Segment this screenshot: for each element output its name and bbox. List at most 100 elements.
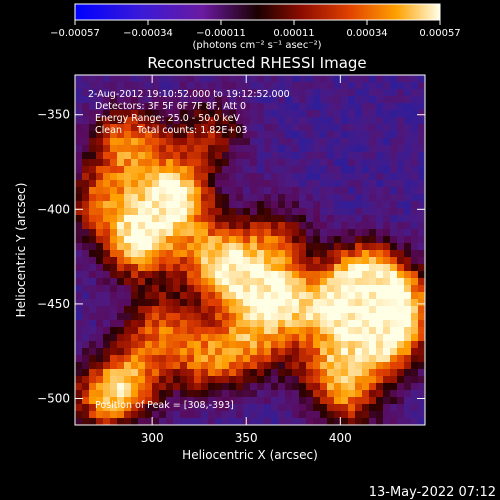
heatmap-cell [124, 383, 132, 391]
heatmap-cell [117, 159, 125, 167]
heatmap-cell [236, 110, 244, 118]
heatmap-cell [313, 215, 321, 223]
heatmap-cell [285, 152, 293, 160]
heatmap-cell [180, 390, 188, 398]
heatmap-cell [229, 208, 237, 216]
heatmap-cell [166, 229, 174, 237]
heatmap-cell [159, 285, 167, 293]
heatmap-cell [117, 208, 125, 216]
heatmap-cell [313, 264, 321, 272]
heatmap-cell [201, 369, 209, 377]
heatmap-cell [327, 124, 335, 132]
heatmap-cell [103, 152, 111, 160]
heatmap-cell [131, 131, 139, 139]
heatmap-cell [82, 173, 90, 181]
heatmap-cell [257, 180, 265, 188]
heatmap-cell [257, 299, 265, 307]
heatmap-cell [166, 257, 174, 265]
heatmap-cell [152, 145, 160, 153]
heatmap-cell [362, 264, 370, 272]
heatmap-cell [208, 138, 216, 146]
heatmap-cell [299, 348, 307, 356]
heatmap-cell [117, 215, 125, 223]
heatmap-cell [75, 257, 83, 265]
heatmap-cell [208, 390, 216, 398]
heatmap-cell [145, 194, 153, 202]
heatmap-cell [390, 89, 398, 97]
heatmap-cell [257, 418, 265, 425]
heatmap-cell [313, 82, 321, 90]
heatmap-cell [411, 159, 419, 167]
heatmap-cell [376, 355, 384, 363]
heatmap-cell [355, 411, 363, 419]
heatmap-cell [173, 173, 181, 181]
heatmap-cell [348, 404, 356, 412]
heatmap-cell [292, 145, 300, 153]
heatmap-cell [75, 278, 83, 286]
heatmap-cell [208, 299, 216, 307]
heatmap-cell [264, 278, 272, 286]
heatmap-cell [131, 75, 139, 83]
heatmap-cell [250, 362, 258, 370]
heatmap-cell [82, 117, 90, 125]
heatmap-cell [194, 103, 202, 111]
heatmap-cell [362, 166, 370, 174]
heatmap-cell [187, 257, 195, 265]
heatmap-cell [229, 236, 237, 244]
heatmap-cell [194, 222, 202, 230]
heatmap-cell [257, 145, 265, 153]
heatmap-cell [82, 75, 90, 83]
heatmap-cell [390, 229, 398, 237]
heatmap-cell [201, 285, 209, 293]
heatmap-cell [138, 292, 146, 300]
heatmap-cell [341, 383, 349, 391]
heatmap-cell [250, 257, 258, 265]
heatmap-cell [145, 75, 153, 83]
heatmap-cell [215, 75, 223, 83]
heatmap-cell [173, 208, 181, 216]
heatmap-cell [180, 404, 188, 412]
heatmap-cell [131, 299, 139, 307]
heatmap-cell [75, 236, 83, 244]
heatmap-cell [313, 75, 321, 83]
heatmap-cell [320, 243, 328, 251]
heatmap-cell [243, 397, 251, 405]
heatmap-cell [306, 278, 314, 286]
heatmap-cell [180, 159, 188, 167]
heatmap-cell [236, 215, 244, 223]
heatmap-cell [285, 208, 293, 216]
heatmap-cell [264, 75, 272, 83]
heatmap-cell [103, 348, 111, 356]
heatmap-cell [194, 341, 202, 349]
heatmap-cell [145, 257, 153, 265]
heatmap-cell [145, 145, 153, 153]
heatmap-cell [264, 215, 272, 223]
heatmap-cell [369, 278, 377, 286]
heatmap-cell [229, 418, 237, 425]
heatmap-cell [355, 390, 363, 398]
heatmap-cell [152, 243, 160, 251]
heatmap-cell [313, 138, 321, 146]
heatmap-cell [264, 383, 272, 391]
heatmap-cell [89, 96, 97, 104]
heatmap-cell [110, 327, 118, 335]
heatmap-cell [159, 257, 167, 265]
heatmap-cell [383, 173, 391, 181]
heatmap-cell [215, 348, 223, 356]
heatmap-cell [138, 138, 146, 146]
heatmap-cell [299, 96, 307, 104]
heatmap-cell [187, 397, 195, 405]
heatmap-cell [222, 229, 230, 237]
heatmap-cell [117, 243, 125, 251]
heatmap-cell [341, 215, 349, 223]
heatmap-cell [418, 131, 425, 139]
heatmap-cell [299, 236, 307, 244]
heatmap-cell [404, 341, 412, 349]
heatmap-cell [187, 138, 195, 146]
heatmap-cell [201, 404, 209, 412]
heatmap-cell [341, 229, 349, 237]
heatmap-cell [383, 278, 391, 286]
heatmap-cell [390, 194, 398, 202]
heatmap-cell [383, 390, 391, 398]
heatmap-cell [390, 138, 398, 146]
